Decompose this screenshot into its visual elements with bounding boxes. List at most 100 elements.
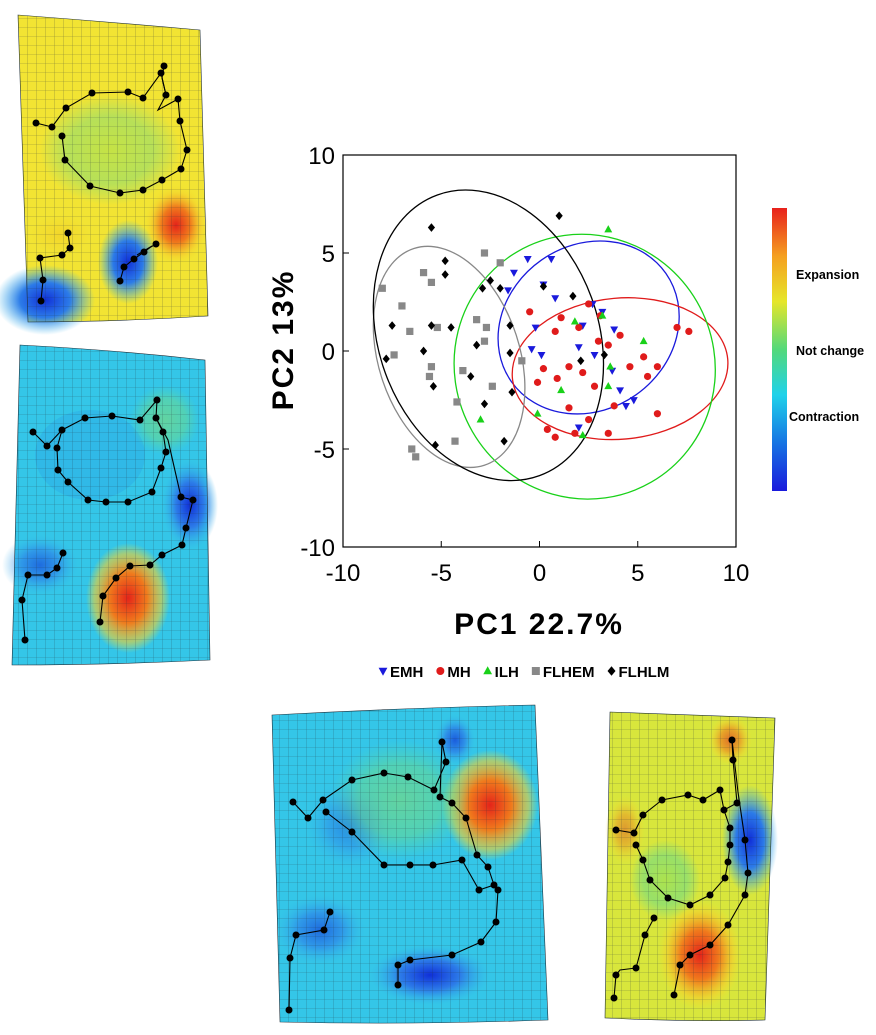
x-tick-label: -10 [326, 560, 361, 587]
legend-label-mh: MH [447, 664, 470, 681]
y-axis-label: PC2 13% [267, 270, 300, 411]
point-mh [653, 363, 662, 371]
point-flhlm [539, 282, 548, 291]
point-ilh [604, 381, 613, 390]
point-emh [527, 346, 536, 354]
point-ilh [570, 317, 579, 325]
point-emh [551, 295, 560, 303]
point-flhlm [441, 256, 449, 266]
point-flhem [480, 249, 489, 257]
point-flhem [398, 302, 406, 310]
point-flhem [419, 269, 428, 277]
point-emh [523, 256, 532, 264]
point-mh [565, 363, 573, 371]
point-flhlm [431, 440, 439, 450]
point-flhlm [569, 291, 577, 301]
point-flhlm [478, 283, 487, 293]
point-emh [590, 352, 599, 360]
point-flhlm [467, 372, 475, 381]
colorbar-gradient [772, 208, 787, 491]
x-tick-label: 0 [533, 560, 546, 587]
point-emh [531, 324, 540, 332]
point-mh [553, 374, 561, 383]
plot-frame [342, 154, 737, 548]
point-emh [629, 397, 638, 405]
point-emh [537, 352, 546, 360]
point-ilh [476, 415, 485, 423]
point-emh [574, 424, 583, 432]
point-mh [557, 314, 565, 322]
ellipse-ilh [453, 233, 716, 500]
point-ilh [606, 362, 615, 370]
colorbar-label-expansion: Expansion [796, 268, 859, 282]
point-flhlm [419, 346, 428, 356]
point-flhlm [429, 381, 437, 391]
point-flhlm [508, 387, 516, 397]
point-mh [551, 327, 559, 335]
point-flhem [406, 327, 414, 335]
deformation-grid-bottom-center [271, 704, 549, 1024]
point-mh [526, 308, 534, 316]
point-emh [509, 269, 518, 277]
ellipse-emh [497, 240, 680, 415]
point-mh [604, 341, 612, 349]
point-flhlm [427, 321, 436, 330]
point-flhem [408, 445, 416, 453]
point-flhlm [382, 354, 390, 364]
x-tick-label: 10 [723, 560, 750, 587]
x-axis-label: PC1 22.7% [454, 608, 624, 641]
point-flhlm [388, 321, 396, 330]
y-tick-label: 0 [322, 339, 335, 366]
colorbar: Expansion Not change Contraction [772, 208, 864, 491]
point-mh [551, 433, 559, 441]
point-mh [579, 368, 587, 377]
legend-label-flhlm: FLHLM [619, 664, 670, 681]
point-flhlm [600, 350, 608, 360]
point-mh [539, 365, 548, 373]
point-flhem [378, 284, 386, 292]
legend-label-emh: EMH [390, 664, 423, 681]
point-flhem [451, 437, 459, 445]
axis-ticks: -10 -5 0 5 10 10 5 0 -5 -10 [300, 143, 749, 587]
point-mh [626, 363, 634, 371]
point-mh [673, 323, 681, 332]
y-tick-label: -10 [300, 535, 335, 562]
legend-marker-emh [378, 667, 388, 676]
point-flhem [427, 278, 436, 286]
point-flhlm [480, 399, 489, 409]
point-ilh [578, 430, 587, 439]
point-flhlm [506, 321, 514, 330]
point-mh [616, 331, 624, 339]
point-ilh [604, 225, 613, 233]
point-mh [643, 372, 652, 381]
point-flhem [427, 363, 436, 371]
point-mh [685, 327, 693, 335]
point-mh [590, 382, 599, 390]
point-mh [533, 378, 542, 386]
point-flhem [390, 351, 398, 359]
point-flhem [412, 453, 420, 461]
colorbar-label-not-change: Not change [796, 344, 864, 358]
point-mh [543, 425, 551, 433]
point-emh [610, 326, 619, 334]
point-flhem [473, 316, 481, 324]
y-tick-label: 10 [308, 143, 335, 170]
x-tick-label: -5 [431, 560, 452, 587]
legend-marker-flhem [531, 667, 540, 675]
point-flhlm [427, 223, 436, 232]
point-flhem [425, 372, 434, 381]
deformation-grid-mid-left [2, 344, 218, 666]
point-mh [610, 402, 618, 410]
point-mh [594, 337, 603, 345]
point-flhlm [441, 270, 449, 279]
point-emh [622, 403, 630, 411]
point-flhem [496, 259, 504, 267]
point-flhem [459, 367, 467, 375]
point-mh [575, 323, 583, 332]
point-mh [571, 429, 579, 437]
deformation-grid-top-left [0, 14, 209, 335]
point-flhlm [506, 348, 514, 358]
point-mh [604, 429, 612, 437]
legend: EMH MH ILH FLHEM FLHLM [378, 664, 670, 681]
legend-marker-mh [436, 667, 445, 675]
